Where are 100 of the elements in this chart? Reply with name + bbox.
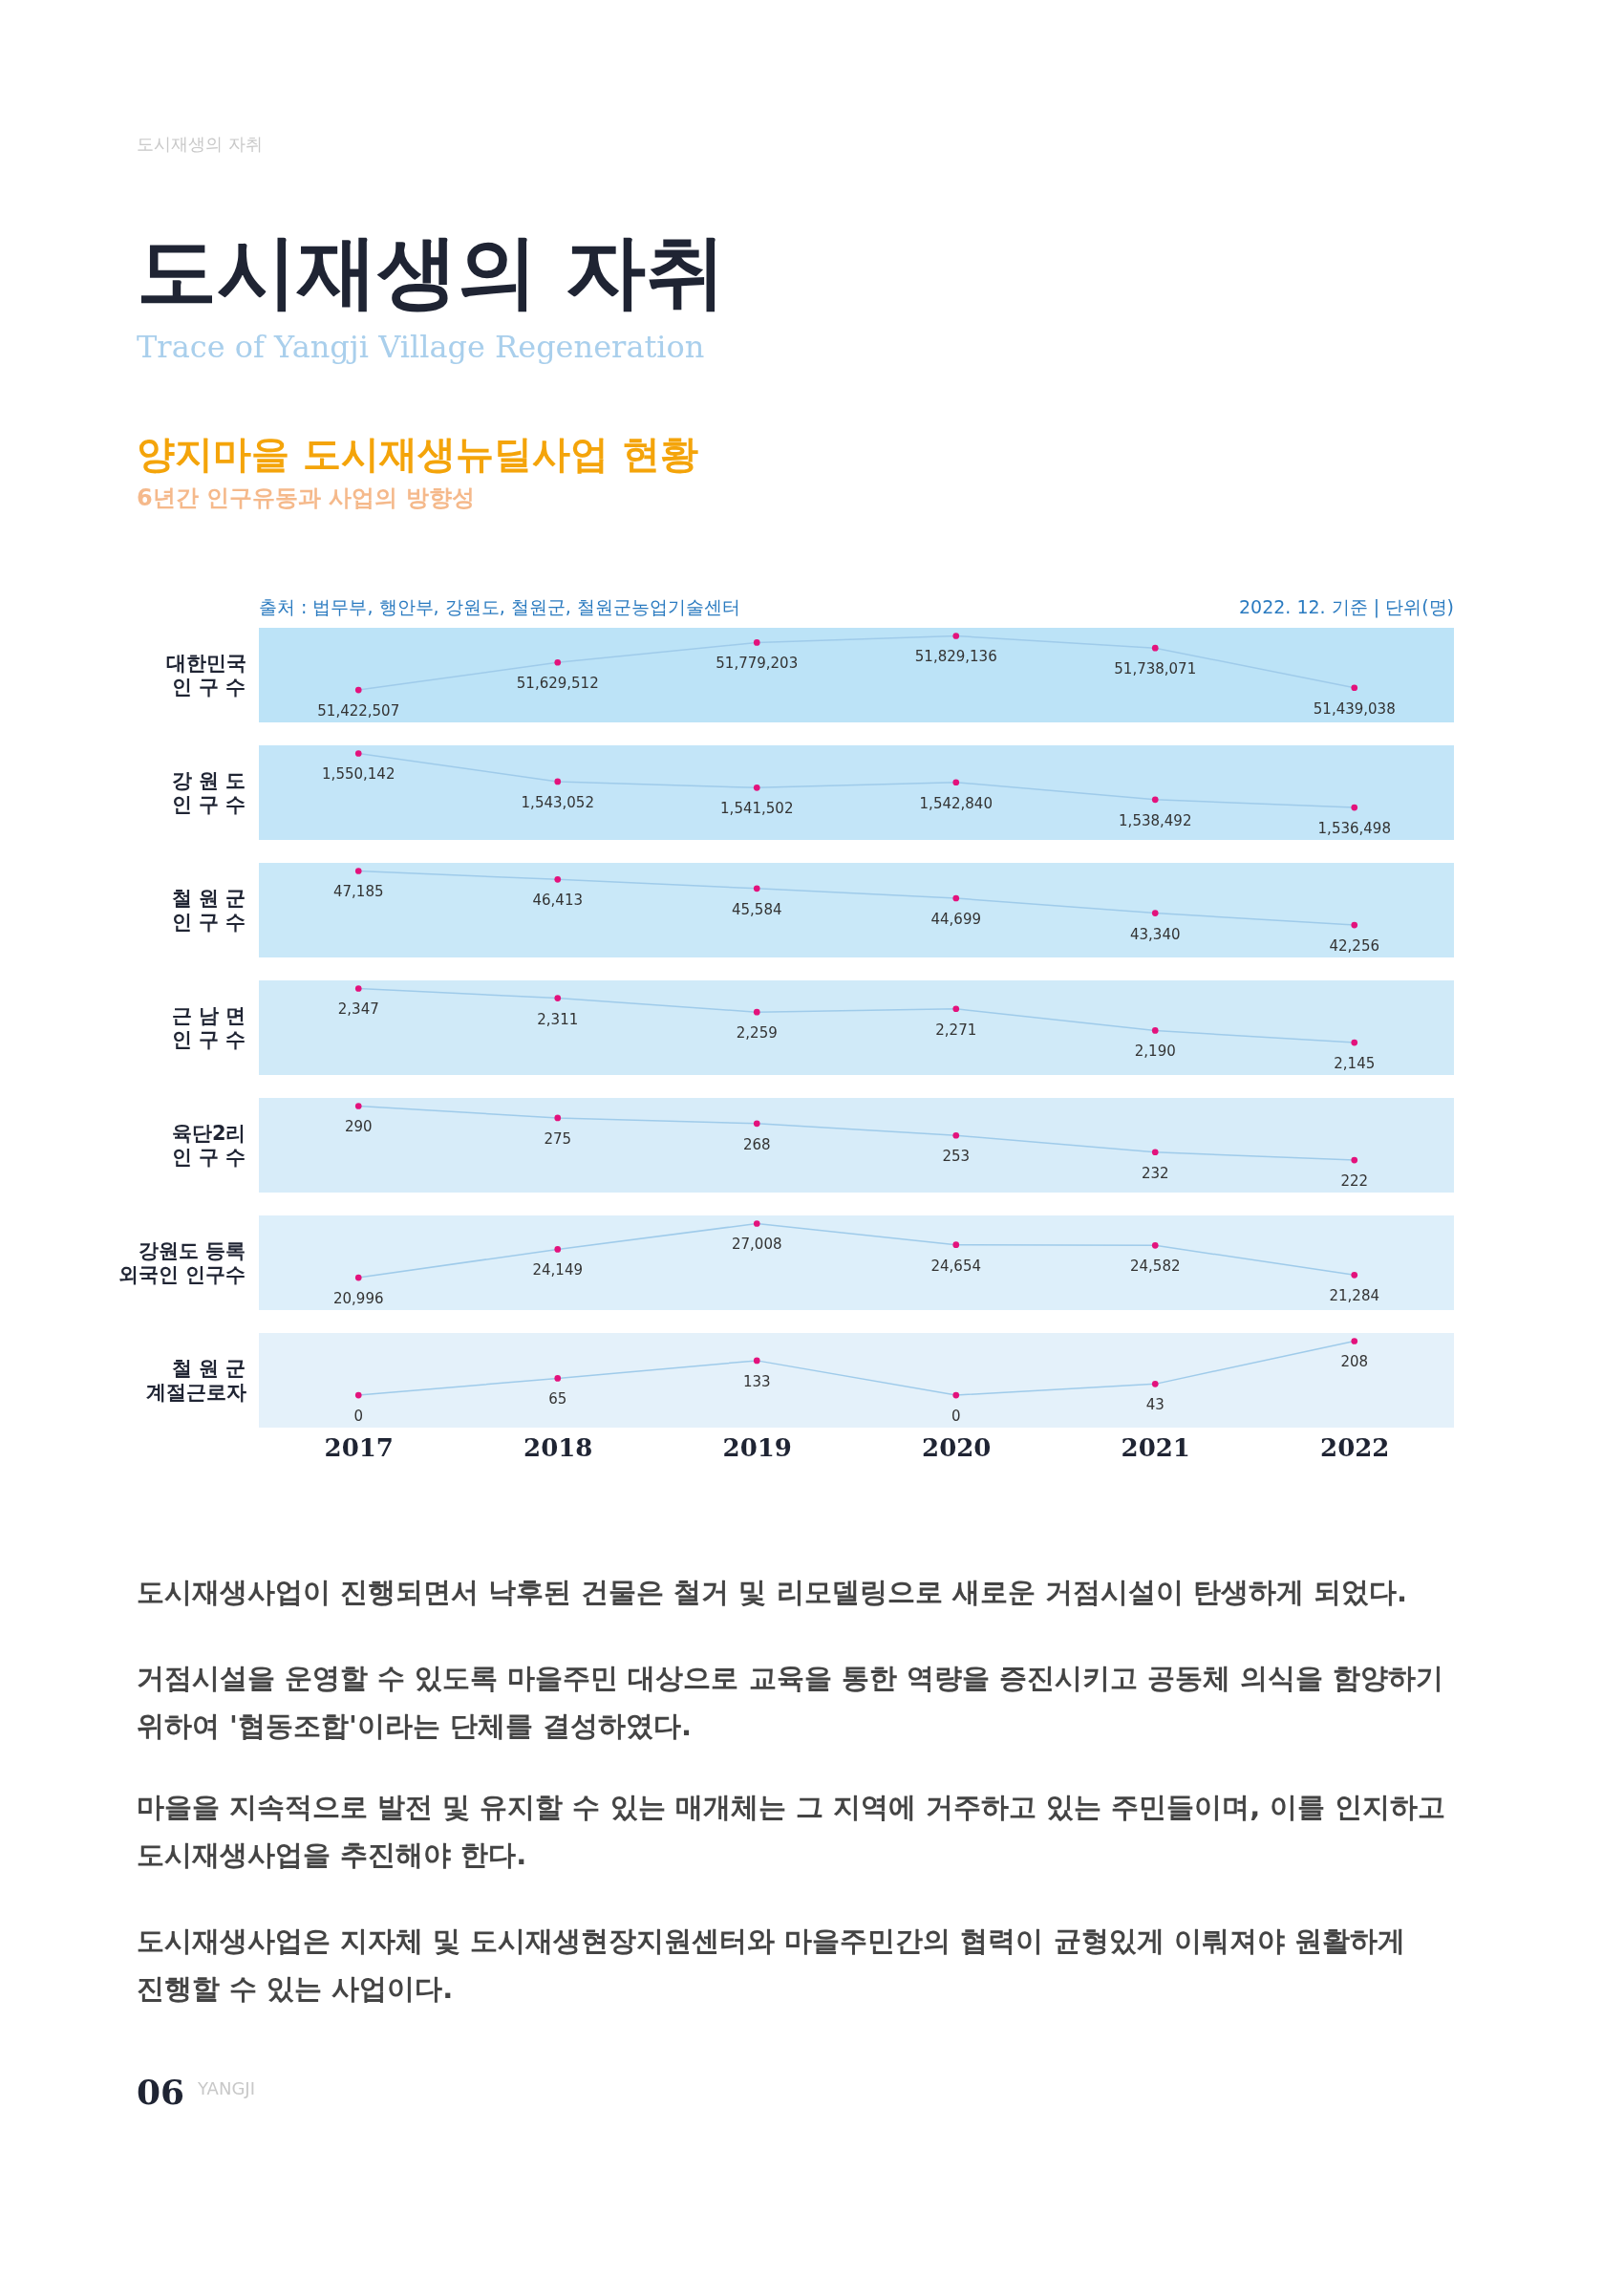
data-label: 0 [951, 1408, 961, 1426]
data-label: 46,413 [532, 892, 583, 910]
data-label: 1,536,498 [1317, 820, 1391, 838]
text: Trace of Yangji Village Regeneration [137, 329, 705, 365]
data-label: 43 [1145, 1396, 1165, 1414]
point [1151, 1381, 1159, 1387]
point [753, 1120, 760, 1128]
data-label: 1,542,840 [919, 794, 993, 812]
point [554, 778, 562, 785]
point [952, 1241, 960, 1248]
point [554, 876, 562, 883]
data-label: 20,996 [333, 1290, 384, 1308]
text: 도시재생사업은 지자체 및 도시재생현장지원센터와 마을주민간의 협력이 균형있게 이뤄져야 원활하게 진행할 수 있는 사업이다. [137, 1924, 1405, 2005]
point [952, 894, 960, 902]
point [354, 1391, 362, 1399]
point [354, 750, 362, 757]
data-label: 24,582 [1130, 1258, 1181, 1276]
point [1351, 684, 1358, 692]
point [554, 1375, 562, 1382]
data-label: 47,185 [333, 883, 384, 901]
point [753, 1008, 760, 1016]
point [1151, 796, 1159, 804]
data-label: 275 [544, 1129, 572, 1148]
text: 도시재생의 자취 [137, 225, 727, 318]
point [1351, 804, 1358, 811]
data-label: 24,654 [930, 1257, 981, 1275]
data-label: 232 [1141, 1164, 1169, 1182]
point [1351, 1156, 1358, 1164]
data-label: 1,538,492 [1119, 811, 1192, 829]
x-tick-label: 2018 [524, 1432, 593, 1462]
text: 도시재생사업이 진행되면서 낙후된 건물은 철거 및 리모델링으로 새로운 거점시설이 탄생하게 되었다. [137, 1576, 1407, 1608]
point [354, 985, 362, 992]
data-label: 27,008 [732, 1236, 782, 1254]
point [1151, 1149, 1159, 1156]
point [554, 658, 562, 666]
data-label: 2,271 [935, 1021, 977, 1039]
point [1351, 921, 1358, 929]
point [554, 1246, 562, 1253]
data-label: 51,422,507 [317, 702, 400, 720]
x-tick-label: 2021 [1121, 1432, 1190, 1462]
data-label: 290 [344, 1118, 373, 1136]
data-label: 51,829,136 [914, 648, 997, 666]
point [354, 1103, 362, 1109]
data-label: 2,145 [1334, 1055, 1376, 1073]
text: 마을을 지속적으로 발전 및 유지할 수 있는 매개체는 그 지역에 거주하고 있는 주민들이며, 이를 인지하고 도시재생사업을 추진해야 한다. [137, 1791, 1446, 1871]
x-tick-label: 2020 [922, 1432, 992, 1462]
point [753, 885, 760, 892]
text: 거점시설을 운영할 수 있도록 마을주민 대상으로 교육을 통한 역량을 증진시키고 공동체 의식을 함양하기 위하여 '협동조합'이라는 단체를 결성하였다. [137, 1662, 1444, 1742]
x-tick-label: 2017 [324, 1432, 394, 1462]
y-axis-title: 철 원 군 인 구 수 [171, 887, 246, 934]
point [1351, 1039, 1358, 1046]
point [354, 686, 362, 694]
data-label: 51,738,071 [1114, 660, 1197, 678]
data-label: 51,629,512 [516, 675, 599, 693]
data-label: 65 [548, 1390, 567, 1408]
point [753, 784, 760, 791]
y-axis-title: 강원도 등록 외국인 인구수 [118, 1239, 246, 1286]
point [952, 1005, 960, 1013]
point [554, 1114, 562, 1122]
data-label: 1,543,052 [521, 793, 594, 811]
y-axis-title: 근 남 면 인 구 수 [171, 1004, 246, 1051]
point [1151, 1241, 1159, 1249]
point [952, 633, 960, 639]
point [952, 1131, 960, 1139]
point [1151, 644, 1159, 652]
data-label: 253 [942, 1148, 971, 1166]
y-axis-title: 강 원 도 인 구 수 [171, 769, 246, 816]
data-label: 222 [1340, 1172, 1369, 1191]
point [554, 995, 562, 1001]
y-axis-title: 대한민국 인 구 수 [165, 652, 246, 699]
text: 06 [137, 2072, 185, 2112]
data-label: 2,347 [337, 1000, 379, 1019]
point [952, 779, 960, 786]
x-tick-label: 2022 [1320, 1432, 1390, 1462]
data-label: 133 [742, 1372, 771, 1390]
point [1351, 1272, 1358, 1279]
data-label: 2,311 [537, 1010, 579, 1028]
point [753, 1220, 760, 1227]
data-label: 0 [353, 1408, 364, 1426]
y-axis-title: 육단2리 인 구 수 [171, 1122, 246, 1169]
source-note: 출처 : 법무부, 행안부, 강원도, 철원군, 철원군농업기술센터 [259, 596, 740, 617]
chart-subtitle: 6년간 인구유동과 사업의 방향성 [137, 484, 475, 511]
point [1151, 910, 1159, 916]
data-label: 268 [742, 1135, 771, 1153]
data-label: 43,340 [1130, 925, 1181, 943]
data-label: 51,779,203 [716, 655, 799, 673]
y-axis-title: 철 원 군 계절근로자 [145, 1357, 246, 1404]
data-label: 45,584 [732, 900, 782, 918]
x-tick-label: 2019 [722, 1432, 792, 1462]
point [952, 1391, 960, 1399]
data-label: 1,541,502 [720, 800, 794, 818]
point [354, 1274, 362, 1281]
data-label: 44,699 [930, 911, 981, 929]
point [753, 639, 760, 646]
data-label: 1,550,142 [322, 765, 395, 784]
point [753, 1357, 760, 1365]
chart-title: 양지마을 도시재생뉴딜사업 현황 [137, 432, 698, 476]
data-label: 24,149 [532, 1261, 583, 1279]
data-label: 208 [1340, 1353, 1369, 1371]
point [354, 868, 362, 874]
